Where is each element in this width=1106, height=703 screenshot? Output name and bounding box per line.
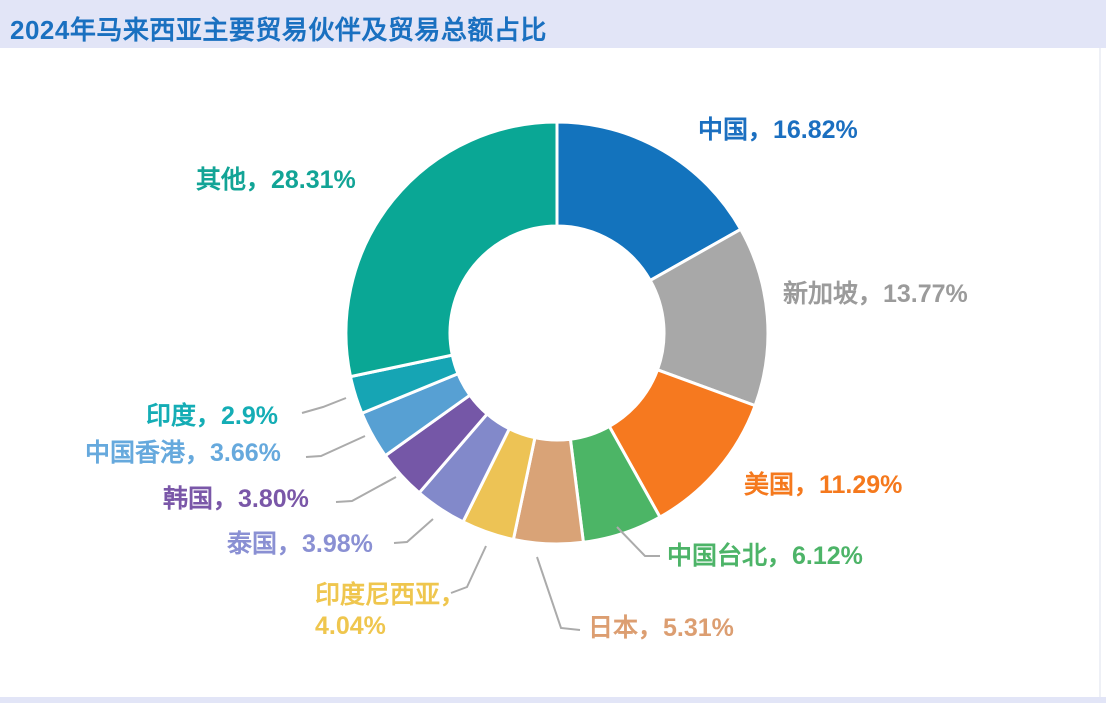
card-right-edge [1099,48,1101,697]
donut-slice-中国 [555,120,743,283]
leader-line-印度尼西亚 [450,545,487,594]
leader-line-日本 [536,556,581,631]
header-band: 2024年马来西亚主要贸易伙伴及贸易总额占比 [0,0,1106,48]
donut-slice-其他 [344,120,559,379]
leader-line-中国香港 [305,435,366,458]
leader-line-韩国 [335,476,397,503]
leader-line-中国台北 [616,526,660,557]
donut-slices [344,120,770,546]
leader-lines [301,397,660,631]
leader-line-印度 [301,397,347,414]
donut-slice-新加坡 [648,227,770,408]
page-title: 2024年马来西亚主要贸易伙伴及贸易总额占比 [10,15,547,45]
leader-line-泰国 [393,518,434,544]
bottom-edge-strip [0,697,1106,703]
